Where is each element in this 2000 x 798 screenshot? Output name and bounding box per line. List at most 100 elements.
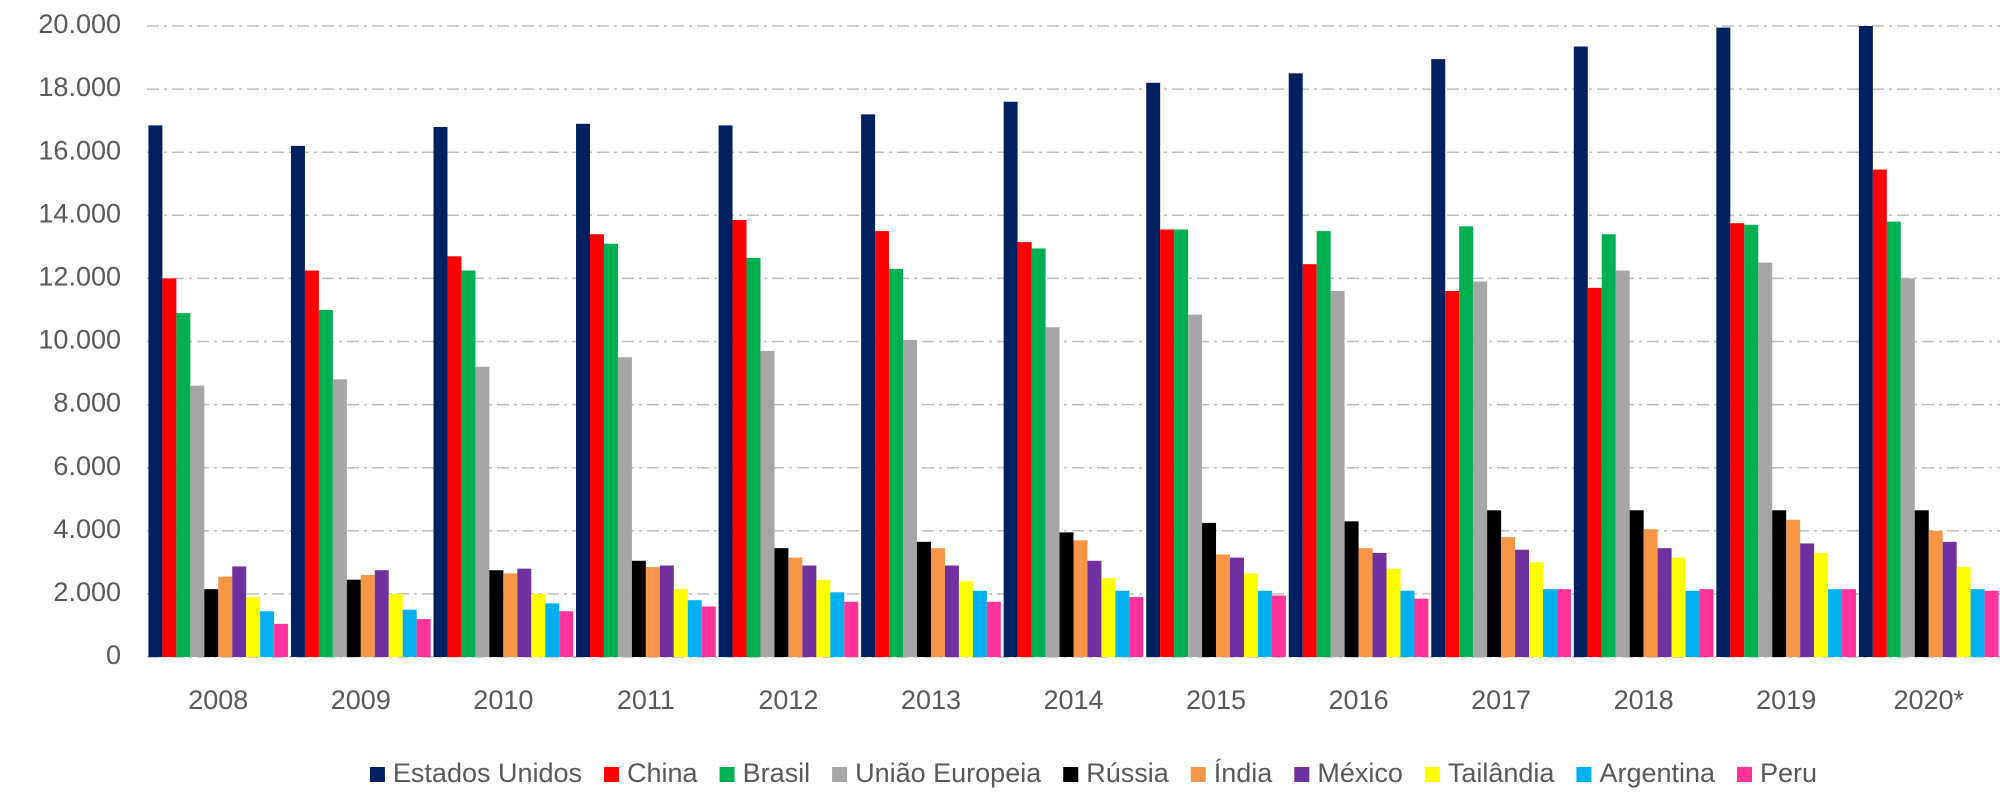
bar (1615, 270, 1630, 657)
legend-swatch (719, 767, 735, 782)
bar (1288, 73, 1303, 657)
x-tick-label: 2018 (1614, 685, 1674, 715)
bar (1115, 590, 1130, 657)
legend-label: China (627, 758, 699, 788)
x-tick-label: 2012 (758, 685, 818, 715)
bar (889, 268, 904, 657)
bar (1956, 567, 1971, 657)
bar (1045, 327, 1060, 657)
bar (631, 560, 646, 657)
bar (1814, 552, 1829, 657)
bar (1928, 530, 1943, 657)
bar (659, 565, 674, 657)
legend-swatch (1576, 767, 1592, 782)
legend-label: União Europeia (855, 758, 1042, 788)
bar (1101, 578, 1116, 657)
bar (687, 600, 702, 657)
bar (1886, 221, 1901, 658)
bar (673, 589, 688, 657)
bar (517, 568, 532, 657)
bar (190, 385, 205, 657)
bar (1414, 598, 1429, 657)
bar (1515, 549, 1530, 657)
bar (176, 313, 191, 657)
bar (1657, 548, 1672, 657)
legend-label: Rússia (1086, 758, 1170, 788)
bar (1400, 590, 1415, 657)
bar (603, 243, 618, 657)
x-tick-label: 2008 (188, 685, 248, 715)
bar (1059, 532, 1074, 657)
bar (402, 609, 417, 657)
bar (1786, 519, 1801, 657)
bar (304, 270, 319, 657)
bar (718, 125, 733, 657)
bar (1914, 510, 1929, 657)
y-tick-label: 14.000 (38, 198, 121, 228)
bar (986, 601, 1001, 657)
bar (1529, 562, 1544, 657)
bar (1160, 229, 1175, 657)
bar (732, 220, 747, 657)
bar (1601, 234, 1616, 658)
legend-swatch (604, 767, 620, 782)
bar (559, 611, 574, 657)
bar (1573, 46, 1588, 657)
bar (232, 566, 247, 657)
bar (788, 557, 803, 657)
bar (590, 234, 604, 658)
bar (1984, 590, 1999, 657)
bar (1271, 595, 1286, 657)
legend-label: Brasil (743, 758, 811, 788)
bar (332, 379, 347, 657)
legend-label: Estados Unidos (393, 758, 582, 788)
bar (1243, 573, 1258, 657)
bar (204, 589, 219, 657)
bar (1316, 231, 1331, 657)
bar (318, 309, 333, 657)
bar (346, 579, 361, 657)
bar (1330, 291, 1345, 657)
bar (1459, 226, 1474, 657)
bar (1257, 590, 1272, 657)
bar (531, 593, 546, 657)
bar (447, 256, 462, 657)
x-tick-label: 2015 (1186, 685, 1246, 715)
x-tick-label: 2009 (331, 685, 391, 715)
bar (930, 548, 945, 657)
bar (875, 231, 890, 657)
bar (1842, 589, 1857, 657)
y-tick-label: 18.000 (38, 72, 121, 102)
bar (1800, 543, 1815, 657)
bar (1685, 590, 1700, 657)
y-tick-label: 6.000 (53, 451, 121, 481)
bar (1487, 510, 1502, 657)
bar (1556, 589, 1571, 657)
bar (1772, 510, 1787, 657)
x-tick-label: 2019 (1756, 685, 1816, 715)
y-tick-label: 8.000 (53, 388, 121, 418)
x-tick-label: 2011 (617, 685, 675, 715)
legend-label: Tailândia (1448, 758, 1556, 788)
legend-swatch (369, 767, 385, 782)
bar (844, 601, 859, 657)
bar (972, 590, 987, 657)
y-tick-label: 20.000 (38, 9, 121, 39)
bar (461, 270, 476, 657)
bar (374, 570, 389, 657)
bar (246, 597, 261, 657)
bar (1942, 541, 1957, 657)
bar (1174, 229, 1189, 657)
bar (1872, 169, 1887, 658)
bar (1031, 248, 1046, 658)
bar (861, 114, 876, 658)
bar (944, 565, 959, 657)
bar (1543, 589, 1557, 657)
bar (760, 350, 775, 657)
bar (290, 145, 305, 657)
bar (489, 570, 504, 657)
bar (1643, 529, 1658, 657)
bar (1017, 242, 1032, 657)
bar (1386, 568, 1401, 657)
legend-swatch (832, 767, 848, 782)
